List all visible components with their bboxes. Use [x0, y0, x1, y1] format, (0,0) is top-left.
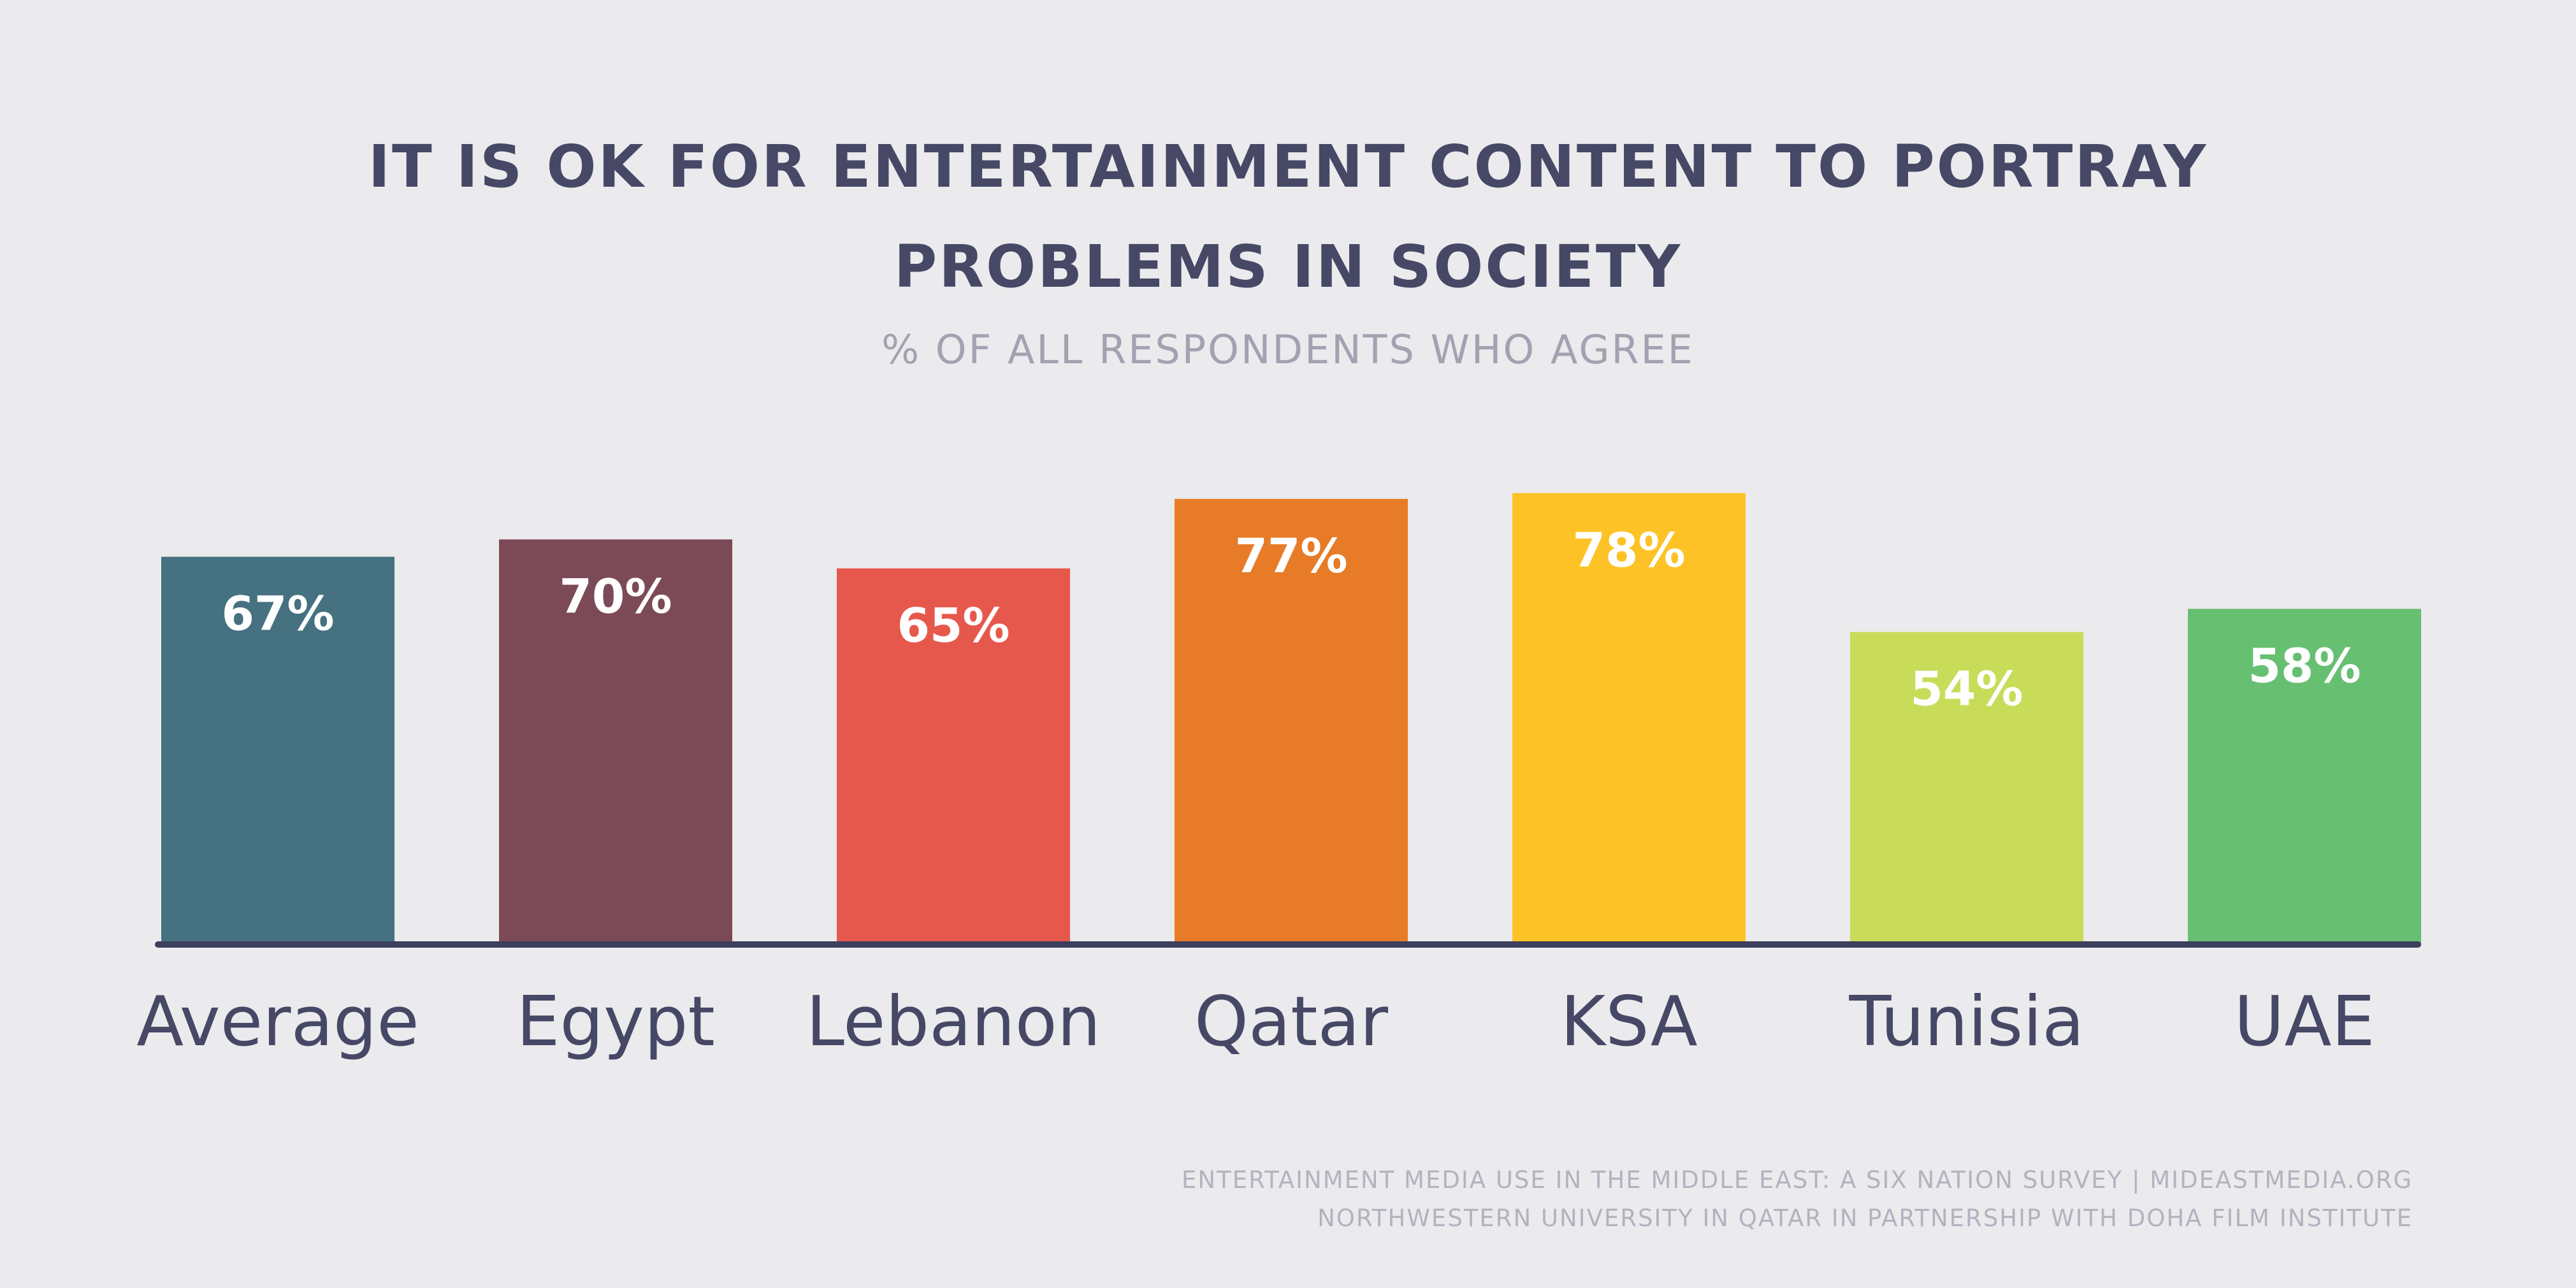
category-label-average: Average [136, 982, 419, 1062]
value-label-qatar: 77% [1234, 529, 1347, 584]
category-label-uae: UAE [2234, 982, 2375, 1062]
chart-subtitle: % OF ALL RESPONDENTS WHO AGREE [881, 326, 1695, 373]
bar-ksa [1512, 493, 1746, 944]
bar-average [161, 556, 394, 944]
value-label-ksa: 78% [1572, 523, 1685, 578]
bar-qatar [1175, 498, 1408, 944]
chart-title-line-1: IT IS OK FOR ENTERTAINMENT CONTENT TO PO… [368, 133, 2208, 201]
chart-title-line-2: PROBLEMS IN SOCIETY [894, 233, 1682, 301]
value-label-egypt: 70% [559, 569, 672, 624]
category-label-lebanon: Lebanon [806, 982, 1101, 1062]
bar-labels: 67% Average 70% Egypt 65% Lebanon 77% Qatar 78% K… [136, 523, 2375, 1062]
value-label-lebanon: 65% [897, 598, 1009, 653]
category-label-ksa: KSA [1560, 982, 1697, 1062]
source-credit-line-1: ENTERTAINMENT MEDIA USE IN THE MIDDLE EA… [1182, 1166, 2413, 1194]
bars [161, 493, 2421, 944]
category-label-egypt: Egypt [516, 982, 715, 1062]
bar-tunisia [1850, 632, 2083, 944]
value-label-uae: 58% [2248, 639, 2361, 693]
category-label-qatar: Qatar [1194, 982, 1389, 1062]
value-label-tunisia: 54% [1910, 662, 2023, 717]
bar-uae [2188, 609, 2421, 944]
bar-egypt [499, 539, 732, 944]
category-label-tunisia: Tunisia [1849, 982, 2085, 1062]
value-label-average: 67% [221, 587, 334, 642]
bar-lebanon [837, 568, 1070, 944]
source-credit-line-2: NORTHWESTERN UNIVERSITY IN QATAR IN PART… [1317, 1205, 2413, 1232]
